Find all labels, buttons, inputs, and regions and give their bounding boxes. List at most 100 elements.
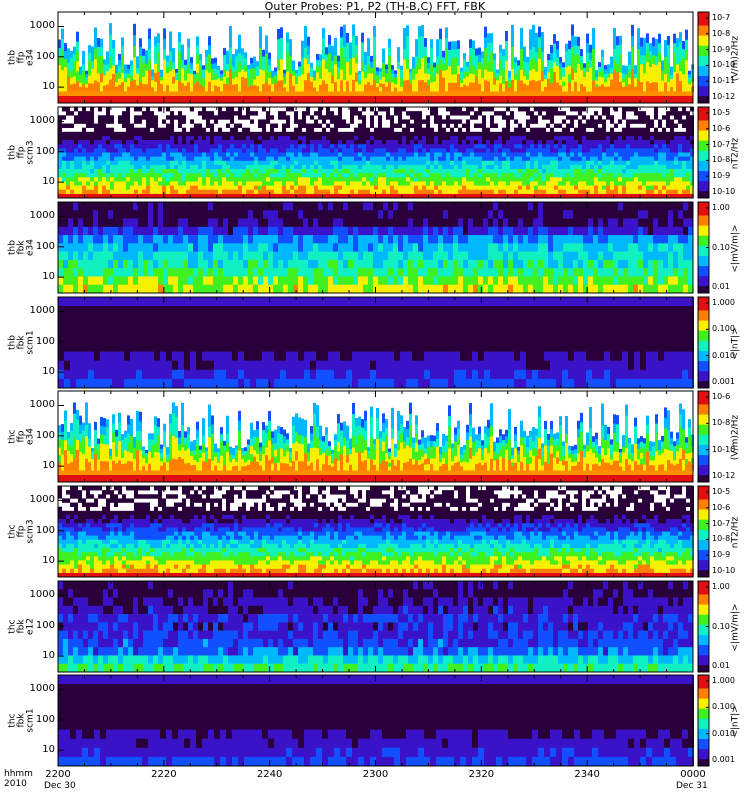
- panel-4-ytick-label: 10: [42, 366, 55, 378]
- panel-6-ytick-label: 10: [42, 555, 55, 567]
- panel-8-colorbar-tick: 0.001: [712, 755, 735, 764]
- panel-8-colorbar: [697, 674, 710, 767]
- start-date-label: Dec 30: [44, 781, 76, 791]
- panel-8-ytick-label: 10: [42, 744, 55, 756]
- panel-5-spectrogram: [57, 390, 694, 483]
- x-axis-unit-label: hhmm: [4, 769, 33, 779]
- panel-3-ytick-label: 1000: [29, 210, 55, 222]
- panel-7-colorbar-tick: 0.01: [712, 661, 730, 670]
- panel-1-colorbar-tick: 10-10: [712, 60, 736, 70]
- panel-6-colorbar-tick: 10-10: [712, 566, 736, 575]
- panel-8-colorbar-label: <|nT|>: [730, 704, 741, 738]
- panel-7-colorbar-label: <|mV/m|>: [730, 603, 741, 651]
- panel-1-colorbar-tick: 10-11: [712, 76, 736, 86]
- panel-3-colorbar-tick: 1.00: [712, 203, 730, 212]
- panel-2-colorbar-tick: 10-6: [712, 123, 731, 133]
- panel-label-line: e34: [25, 48, 36, 66]
- x-tick-label: 2200: [45, 769, 71, 780]
- panel-8-label: thc fbk scm1: [8, 690, 36, 750]
- x-tick-label: 2320: [468, 769, 495, 780]
- panel-8-spectrogram: [57, 674, 694, 767]
- panel-2-colorbar-tick: 10-8: [712, 155, 731, 165]
- x-tick-label: 2300: [362, 769, 389, 780]
- panel-4-colorbar-tick: 0.100: [712, 324, 735, 334]
- panel-3-colorbar-tick: 0.10: [712, 242, 730, 252]
- panel-4-label: thb fbk scm1: [8, 312, 36, 372]
- panel-5-colorbar-tick: 10-12: [712, 471, 736, 480]
- panel-2-ytick-label: 1000: [29, 115, 55, 127]
- panel-2-colorbar-label: nT2/Hz: [730, 137, 741, 169]
- panel-5-ytick-label: 1000: [29, 399, 55, 411]
- panel-1-colorbar-tick: 10-7: [712, 13, 731, 22]
- panel-6-colorbar-tick: 10-8: [712, 534, 731, 544]
- panel-3-colorbar: [697, 201, 710, 294]
- x-tick-label: 2220: [151, 769, 177, 780]
- panel-3-ytick-label: 10: [42, 271, 55, 283]
- panel-4-colorbar: [697, 296, 710, 389]
- panel-6-colorbar-label: nT2/Hz: [730, 516, 741, 548]
- panel-label-line: scm3: [25, 518, 36, 544]
- panel-7-ytick-label: 10: [42, 650, 55, 662]
- panel-5-ytick-label: 10: [42, 460, 55, 472]
- panel-5-colorbar-tick: 10-6: [712, 392, 731, 401]
- panel-3-colorbar-label: <|mV/m|>: [730, 224, 741, 272]
- panel-2-label: thb ffp scm3: [8, 122, 36, 182]
- panel-7-ytick-label: 1000: [29, 589, 55, 601]
- panel-3-spectrogram: [57, 201, 694, 294]
- end-date-label: Dec 31: [676, 781, 708, 791]
- panel-label-line: e34: [25, 238, 36, 256]
- panel-6-colorbar: [697, 485, 710, 578]
- panel-6-ytick-label: 100: [35, 524, 55, 536]
- panel-6-colorbar-tick: 10-5: [712, 487, 731, 496]
- panel-1-colorbar-label: (V/m)2/Hz: [730, 35, 741, 81]
- panel-5-colorbar-label: (V/m)2/Hz: [730, 414, 741, 460]
- panel-3-label: thb fbk e34: [8, 217, 36, 277]
- panel-6-colorbar-tick: 10-7: [712, 518, 731, 528]
- panel-7-colorbar-tick: 0.10: [712, 621, 730, 631]
- panel-2-ytick-label: 10: [42, 176, 55, 188]
- panel-8-ytick-label: 1000: [29, 683, 55, 695]
- x-axis-year-label: 2010: [4, 779, 27, 789]
- panel-4-spectrogram: [57, 296, 694, 389]
- panel-2-colorbar: [697, 106, 710, 199]
- panel-label-line: scm3: [25, 139, 36, 165]
- panel-7-label: thc fbk e12: [8, 596, 36, 656]
- panel-label-line: e12: [25, 617, 36, 635]
- panel-8-ytick-label: 100: [35, 713, 55, 725]
- x-tick-label: 0000: [680, 769, 706, 780]
- panel-6-label: thc ffp scm3: [8, 501, 36, 561]
- x-tick-label: 2240: [256, 769, 283, 780]
- panel-6-colorbar-tick: 10-9: [712, 550, 731, 560]
- panel-4-colorbar-label: <|nT|>: [730, 326, 741, 360]
- panel-5-label: thc ffp e34: [8, 406, 36, 466]
- panel-4-colorbar-tick: 0.001: [712, 377, 735, 386]
- x-tick-label: 2340: [574, 769, 600, 780]
- panel-4-colorbar-tick: 1.000: [712, 298, 735, 307]
- panel-6-ytick-label: 1000: [29, 494, 55, 506]
- panel-label-line: e34: [25, 427, 36, 445]
- panel-4-ytick-label: 1000: [29, 305, 55, 317]
- panel-6-colorbar-tick: 10-6: [712, 502, 731, 512]
- panel-label-line: scm1: [25, 329, 36, 355]
- panel-2-spectrogram: [57, 106, 694, 199]
- panel-6-spectrogram: [57, 485, 694, 578]
- panel-8-colorbar-tick: 0.100: [712, 702, 735, 712]
- panel-3-colorbar-tick: 0.01: [712, 282, 730, 291]
- panel-7-ytick-label: 100: [35, 619, 55, 631]
- panel-1-ytick-label: 100: [35, 50, 55, 62]
- panel-7-colorbar-tick: 1.00: [712, 582, 730, 591]
- panel-2-colorbar-tick: 10-7: [712, 139, 731, 149]
- panel-7-colorbar: [697, 580, 710, 673]
- panel-2-colorbar-tick: 10-9: [712, 171, 731, 181]
- figure-title: Outer Probes: P1, P2 (TH-B,C) FFT, FBK: [264, 0, 486, 13]
- panel-8-colorbar-tick: 1.000: [712, 676, 735, 685]
- panel-1-ytick-label: 10: [42, 81, 55, 93]
- panel-4-ytick-label: 100: [35, 335, 55, 347]
- panel-4-colorbar-tick: 0.010: [712, 350, 735, 360]
- panel-5-colorbar: [697, 390, 710, 483]
- panel-8-colorbar-tick: 0.010: [712, 728, 735, 738]
- panel-1-colorbar-tick: 10-9: [712, 44, 731, 54]
- panel-7-spectrogram: [57, 580, 694, 673]
- panel-5-colorbar-tick: 10-8: [712, 418, 731, 428]
